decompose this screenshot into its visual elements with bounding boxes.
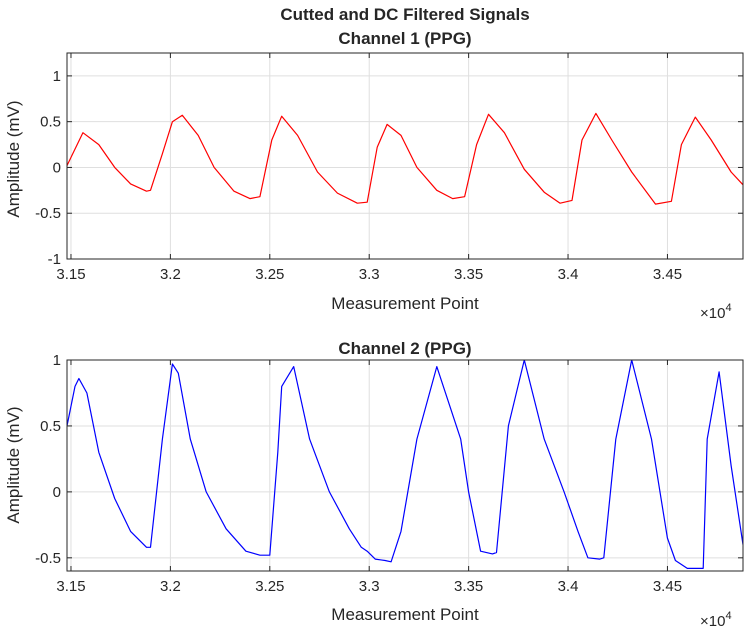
tick-labels: 3.15 3.2 3.25 3.3 3.35 3.4 3.45 -0.5 0 0.5 1 bbox=[35, 352, 682, 595]
y-tick-label: 1 bbox=[53, 68, 61, 85]
plot-area bbox=[67, 360, 743, 569]
x-tick-label: 3.35 bbox=[454, 578, 483, 595]
y-tick-label: 1 bbox=[53, 352, 61, 369]
x-tick-label: 3.4 bbox=[558, 266, 579, 283]
series-line bbox=[67, 360, 743, 569]
x-tick-label: 3.15 bbox=[56, 578, 85, 595]
y-tick-label: -1 bbox=[48, 251, 61, 268]
axes-frame bbox=[66, 52, 744, 260]
y-tick-label: 0.5 bbox=[40, 418, 61, 435]
y-tick-label: 0 bbox=[53, 159, 61, 176]
x-tick-label: 3.2 bbox=[160, 266, 181, 283]
y-axis-label: Amplitude (mV) bbox=[4, 100, 23, 217]
chart-title: Channel 2 (PPG) bbox=[338, 339, 471, 358]
x-tick-label: 3.45 bbox=[653, 266, 682, 283]
y-tick-label: 0 bbox=[53, 484, 61, 501]
y-tick-label: 0.5 bbox=[40, 114, 61, 131]
x-tick-label: 3.25 bbox=[255, 578, 284, 595]
x-axis-label: Measurement Point bbox=[331, 294, 479, 313]
x-multiplier: ×104 bbox=[700, 302, 732, 322]
x-tick-label: 3.35 bbox=[454, 266, 483, 283]
chart-panel-channel-1: Channel 1 (PPG) 3.15 3.2 3.25 3.3 3.35 3.4 3.4… bbox=[4, 29, 744, 322]
series-line bbox=[67, 112, 743, 205]
axes-frame bbox=[66, 359, 744, 572]
y-axis-label: Amplitude (mV) bbox=[4, 406, 23, 523]
chart-panel-channel-2: Channel 2 (PPG) 3.15 3.2 3.25 3.3 3.35 3.4 3.4… bbox=[4, 339, 744, 630]
x-multiplier-exponent: 4 bbox=[725, 302, 731, 314]
tick-labels: 3.15 3.2 3.25 3.3 3.35 3.4 3.45 -1 -0.5 0 0.5 1 bbox=[35, 68, 682, 283]
x-multiplier-exponent: 4 bbox=[725, 610, 731, 622]
plot-area bbox=[67, 112, 743, 205]
x-tick-label: 3.25 bbox=[255, 266, 284, 283]
axes-box bbox=[66, 359, 744, 572]
x-tick-label: 3.2 bbox=[160, 578, 181, 595]
axes-box bbox=[66, 52, 744, 260]
grid-lines bbox=[67, 53, 743, 260]
x-multiplier-base: ×10 bbox=[700, 613, 725, 630]
x-tick-label: 3.4 bbox=[558, 578, 579, 595]
x-tick-label: 3.45 bbox=[653, 578, 682, 595]
figure-suptitle: Cutted and DC Filtered Signals bbox=[280, 5, 529, 24]
x-tick-label: 3.3 bbox=[359, 578, 380, 595]
y-tick-label: -0.5 bbox=[35, 550, 61, 567]
chart-title: Channel 1 (PPG) bbox=[338, 29, 471, 48]
x-multiplier: ×104 bbox=[700, 610, 732, 630]
x-tick-label: 3.15 bbox=[56, 266, 85, 283]
x-tick-label: 3.3 bbox=[359, 266, 380, 283]
x-axis-label: Measurement Point bbox=[331, 605, 479, 624]
y-tick-label: -0.5 bbox=[35, 205, 61, 222]
x-multiplier-base: ×10 bbox=[700, 305, 725, 322]
